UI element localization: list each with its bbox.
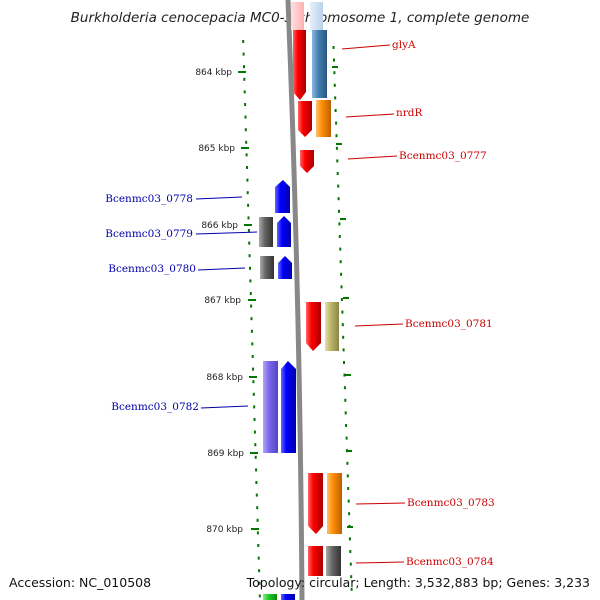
gene-Bcenmc03_0783[interactable] [308, 473, 342, 534]
gene-label[interactable]: Bcenmc03_0783 [407, 497, 495, 509]
scale-tick-label: 867 kbp [204, 296, 241, 306]
faded-feature [310, 2, 323, 30]
gene-Bcenmc03_0778[interactable] [275, 180, 290, 213]
gene-glyA[interactable] [293, 30, 327, 100]
gene-Bcenmc03_0777[interactable] [300, 150, 314, 173]
chromosome-backbone [285, 0, 305, 600]
gene-label[interactable]: nrdR [396, 107, 424, 119]
gene-label[interactable]: Bcenmc03_0782 [111, 401, 199, 413]
gene-features [259, 2, 342, 600]
topology-info: Topology: circular; Length: 3,532,883 bp… [246, 575, 590, 590]
scale-tick-label: 866 kbp [201, 221, 238, 231]
scale-tick-label: 868 kbp [206, 373, 243, 383]
partial-feature [263, 594, 277, 600]
gene-Bcenmc03_0784[interactable] [308, 546, 341, 576]
scale-tick-label: 870 kbp [206, 525, 243, 535]
scale-tick: 864 kbp [195, 68, 246, 78]
gene-label[interactable]: Bcenmc03_0777 [399, 150, 487, 162]
gene-label[interactable]: Bcenmc03_0781 [405, 318, 493, 330]
gene-Bcenmc03_0781[interactable] [306, 302, 339, 351]
accession-info: Accession: NC_010508 [9, 575, 152, 590]
gene-label[interactable]: glyA [392, 39, 416, 51]
scale-tick: 868 kbp [206, 373, 257, 383]
scale-tick-label: 869 kbp [207, 449, 244, 459]
partial-feature [281, 594, 295, 600]
label-leaders [195, 44, 406, 564]
scale-tick: 866 kbp [201, 221, 252, 231]
coordinate-guides [242, 40, 353, 598]
gene-label[interactable]: Bcenmc03_0780 [108, 263, 196, 275]
gene-nrdR[interactable] [298, 100, 331, 137]
gene-Bcenmc03_0779[interactable] [259, 216, 291, 247]
scale-tick: 865 kbp [198, 144, 249, 154]
scale-tick-label: 864 kbp [195, 68, 232, 78]
scale-tick-label: 865 kbp [198, 144, 235, 154]
gene-label[interactable]: Bcenmc03_0784 [406, 556, 494, 568]
gene-label[interactable]: Bcenmc03_0779 [105, 228, 193, 240]
scale-tick: 870 kbp [206, 525, 259, 535]
scale-ticks: 864 kbp 865 kbp 866 kbp 867 kbp 868 kbp … [195, 66, 353, 535]
gene-Bcenmc03_0780[interactable] [260, 256, 292, 279]
faded-feature [291, 2, 304, 30]
gene-labels: glyA nrdR Bcenmc03_0777 Bcenmc03_0778 Bc… [105, 39, 495, 568]
scale-tick: 869 kbp [207, 449, 258, 459]
scale-tick: 867 kbp [204, 296, 256, 306]
gene-Bcenmc03_0782[interactable] [263, 361, 296, 453]
gene-label[interactable]: Bcenmc03_0778 [105, 193, 193, 205]
